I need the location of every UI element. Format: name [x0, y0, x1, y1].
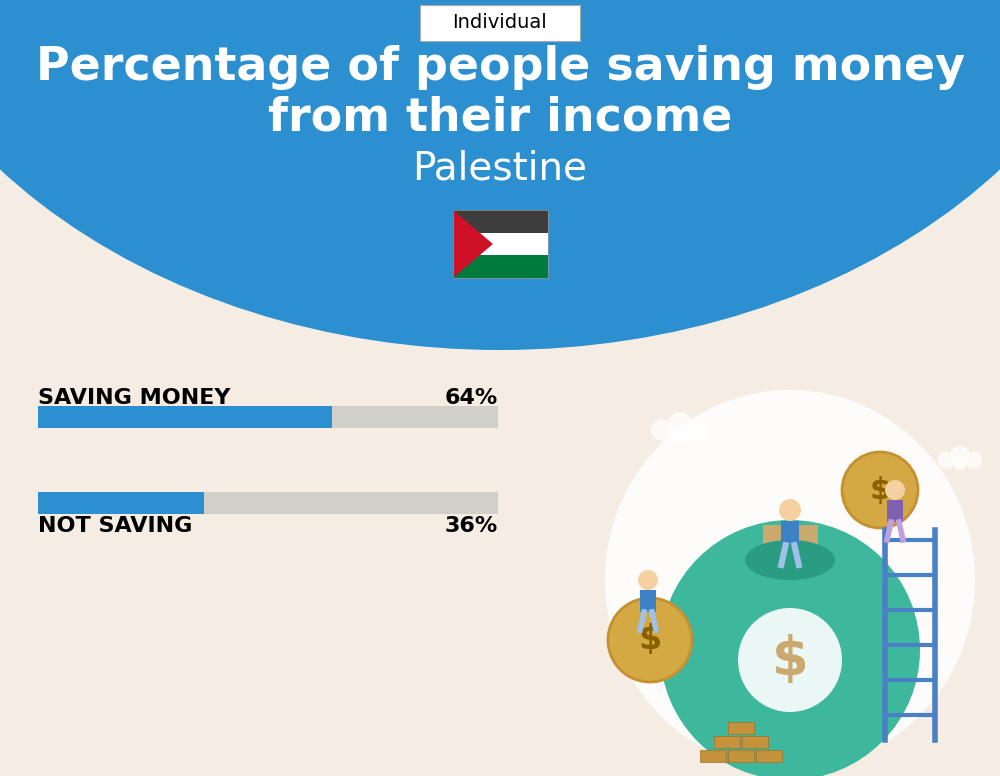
Circle shape [950, 446, 970, 466]
Circle shape [671, 424, 689, 442]
Bar [38, 406, 498, 428]
Text: 64%: 64% [445, 388, 498, 408]
Bar [38, 406, 332, 428]
Text: Percentage of people saving money: Percentage of people saving money [36, 46, 964, 91]
Circle shape [966, 452, 982, 469]
Bar [756, 750, 782, 762]
Text: Individual: Individual [453, 13, 547, 33]
Text: NOT SAVING: NOT SAVING [38, 516, 192, 536]
Ellipse shape [745, 540, 835, 580]
Circle shape [953, 456, 967, 469]
Circle shape [608, 598, 692, 682]
Circle shape [738, 608, 842, 712]
Bar [763, 525, 818, 560]
Bar [453, 210, 548, 233]
Circle shape [938, 452, 954, 469]
Bar [742, 736, 768, 748]
Circle shape [660, 520, 920, 776]
Text: $: $ [772, 634, 808, 686]
Circle shape [667, 412, 693, 437]
Circle shape [651, 419, 673, 441]
Bar [887, 500, 903, 522]
Bar [640, 590, 656, 612]
Text: 36%: 36% [445, 516, 498, 536]
Bar [453, 210, 548, 278]
Ellipse shape [0, 0, 1000, 350]
Ellipse shape [605, 390, 975, 770]
Bar [38, 492, 498, 514]
Bar [714, 736, 740, 748]
Text: Palestine: Palestine [413, 149, 588, 187]
Text: SAVING MONEY: SAVING MONEY [38, 388, 230, 408]
Bar [453, 255, 548, 278]
Bar [700, 750, 726, 762]
Circle shape [687, 419, 709, 441]
FancyBboxPatch shape [420, 5, 580, 41]
Bar [453, 233, 548, 255]
Bar [781, 521, 799, 546]
Circle shape [885, 480, 905, 500]
Bar [728, 722, 754, 734]
Text: $: $ [638, 623, 662, 656]
Circle shape [842, 452, 918, 528]
Text: from their income: from their income [268, 95, 732, 140]
Circle shape [779, 499, 801, 521]
Bar [728, 750, 754, 762]
Bar [38, 492, 204, 514]
Circle shape [638, 570, 658, 590]
Polygon shape [453, 210, 493, 278]
Text: $: $ [869, 476, 891, 504]
